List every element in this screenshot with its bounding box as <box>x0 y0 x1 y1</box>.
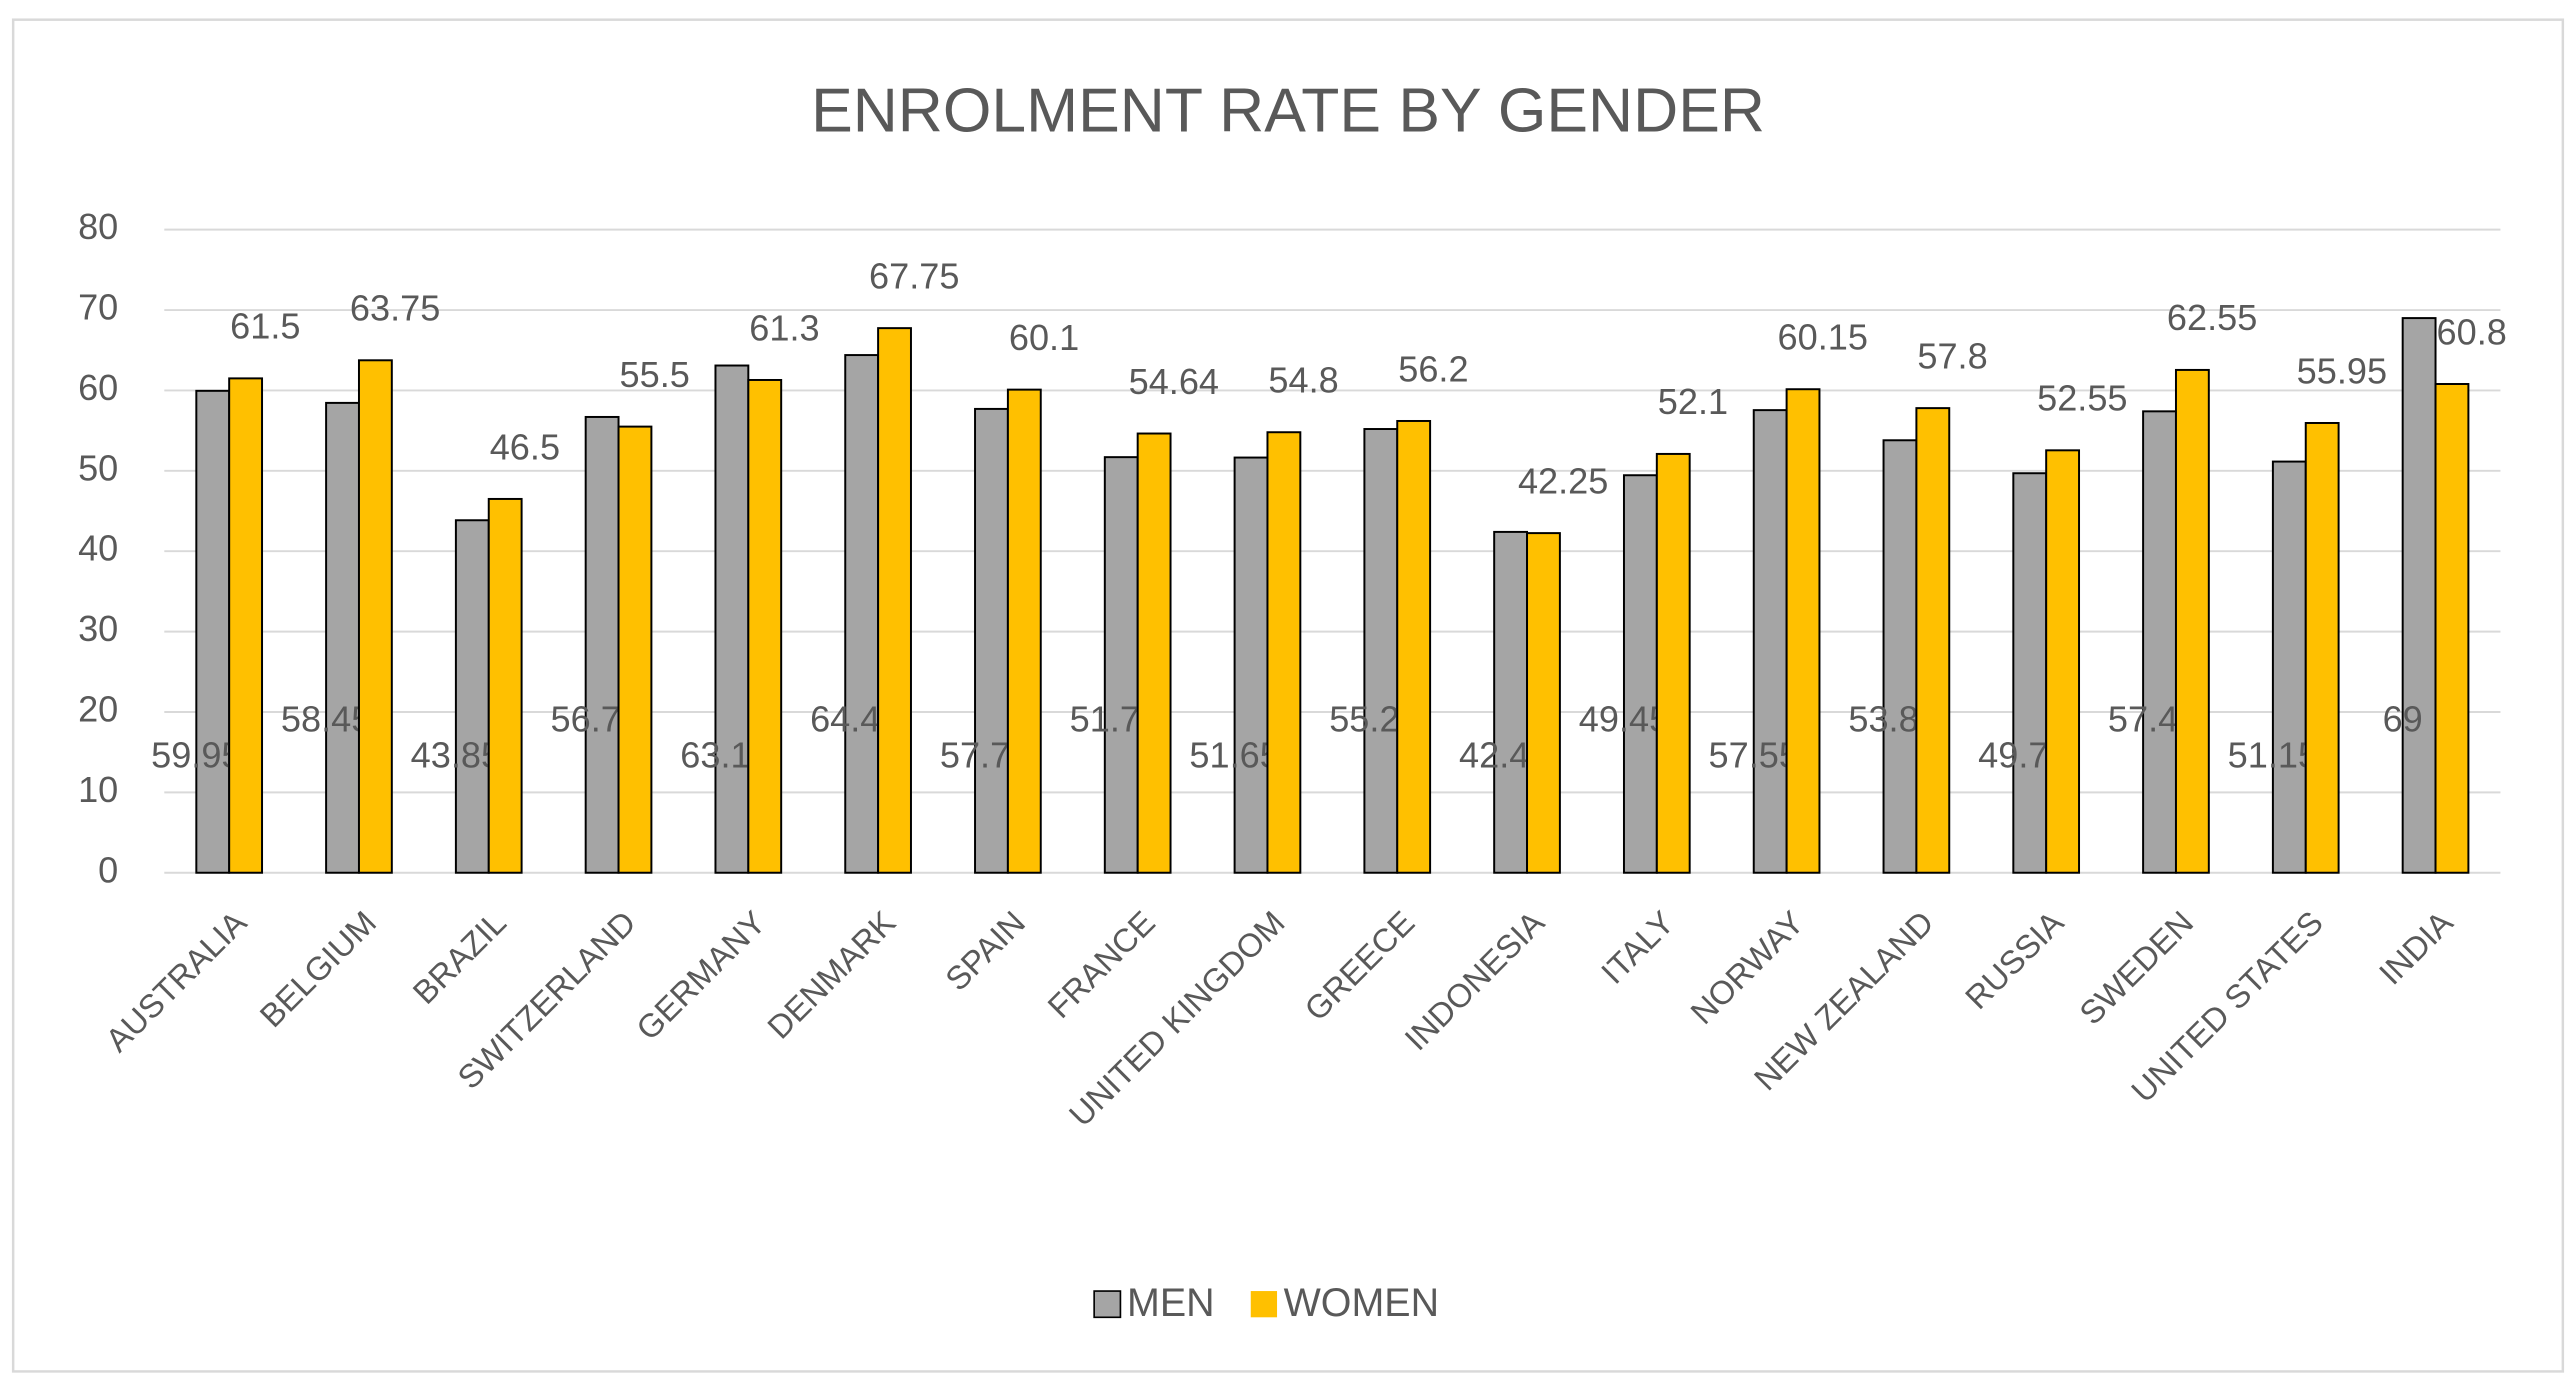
y-tick-label: 10 <box>78 769 118 810</box>
data-label: 43.85 <box>411 734 501 775</box>
data-label: 49.45 <box>1579 698 1669 739</box>
bar <box>1136 432 1172 874</box>
data-label: 56.7 <box>551 698 621 739</box>
bar <box>1655 452 1691 874</box>
bar <box>1266 431 1302 874</box>
data-label: 62.55 <box>2167 297 2257 338</box>
y-tick-label: 0 <box>98 849 118 890</box>
data-label: 61.3 <box>749 307 819 348</box>
bar <box>2304 422 2340 874</box>
data-label: 67.75 <box>869 255 959 296</box>
y-tick-label: 30 <box>78 608 118 649</box>
bar <box>2142 410 2177 874</box>
bar <box>454 519 490 874</box>
bar <box>325 401 360 874</box>
data-label: 59.95 <box>151 734 241 775</box>
data-label: 63.1 <box>680 734 750 775</box>
bar <box>877 327 912 874</box>
data-label: 55.2 <box>1329 698 1399 739</box>
bar <box>1622 474 1658 874</box>
bar <box>2434 383 2470 874</box>
data-label: 56.2 <box>1398 348 1468 389</box>
bar <box>1006 388 1042 874</box>
y-tick-label: 80 <box>78 206 118 247</box>
data-label: 57.7 <box>940 734 1010 775</box>
bar <box>228 377 264 874</box>
bar <box>1493 530 1529 874</box>
data-label: 60.15 <box>1778 317 1868 358</box>
bar <box>2012 472 2048 874</box>
data-label: 52.55 <box>2037 378 2127 419</box>
data-label: 52.1 <box>1658 381 1728 422</box>
data-label: 51.65 <box>1189 734 1279 775</box>
data-label: 60.1 <box>1009 317 1079 358</box>
bar <box>1785 388 1821 874</box>
y-tick-label: 50 <box>78 447 118 488</box>
data-label: 51.15 <box>2228 734 2318 775</box>
data-label: 53.8 <box>1848 698 1918 739</box>
data-label: 49.7 <box>1978 734 2048 775</box>
bar <box>357 359 393 874</box>
bar <box>1915 407 1951 874</box>
bar <box>195 389 231 874</box>
data-label: 57.4 <box>2108 698 2178 739</box>
bar <box>747 378 783 874</box>
data-label: 61.5 <box>230 306 300 347</box>
y-tick-label: 60 <box>78 367 118 408</box>
bar <box>1526 532 1561 874</box>
bar <box>584 415 620 874</box>
data-label: 51.7 <box>1070 698 1140 739</box>
bar <box>2401 317 2437 874</box>
bar <box>2271 460 2307 874</box>
data-label: 64.4 <box>810 698 880 739</box>
legend-label: MEN <box>1127 1281 1215 1325</box>
bar <box>844 354 880 874</box>
data-label: 54.8 <box>1268 360 1338 401</box>
legend-swatch <box>1250 1291 1278 1318</box>
bar <box>974 407 1009 874</box>
data-label: 60.8 <box>2437 311 2507 352</box>
bar <box>714 364 750 874</box>
bar <box>2045 449 2081 874</box>
data-label: 63.75 <box>350 288 440 329</box>
data-label: 42.25 <box>1518 460 1608 501</box>
legend-label: WOMEN <box>1284 1281 1439 1325</box>
data-label: 69 <box>2383 698 2423 739</box>
data-label: 57.55 <box>1709 734 1799 775</box>
bar <box>1233 456 1269 874</box>
bar <box>1363 428 1399 874</box>
data-label: 42.4 <box>1459 734 1529 775</box>
y-tick-label: 70 <box>78 287 118 328</box>
y-tick-label: 40 <box>78 528 118 569</box>
bar <box>1882 439 1918 874</box>
data-label: 55.95 <box>2297 350 2387 391</box>
chart-title: ENROLMENT RATE BY GENDER <box>811 76 1765 145</box>
bar <box>1103 456 1139 874</box>
bar <box>1752 409 1788 874</box>
data-label: 55.5 <box>620 354 690 395</box>
bar <box>617 425 653 874</box>
data-label: 46.5 <box>490 426 560 467</box>
bar <box>487 497 523 874</box>
y-tick-label: 20 <box>78 689 118 730</box>
bar <box>1396 419 1432 874</box>
legend-swatch <box>1093 1290 1122 1319</box>
data-label: 54.64 <box>1129 361 1219 402</box>
data-label: 58.45 <box>281 698 371 739</box>
data-label: 57.8 <box>1917 335 1987 376</box>
bar <box>2174 368 2210 874</box>
